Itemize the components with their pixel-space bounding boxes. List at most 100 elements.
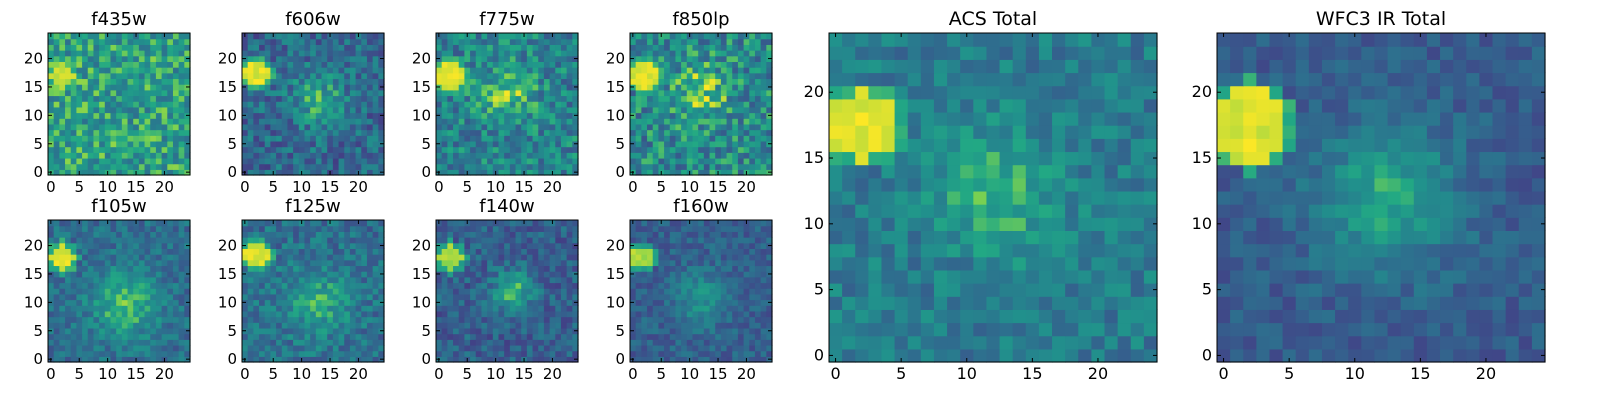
heatmap-cell [321,333,328,340]
heatmap-cell [304,339,311,346]
heatmap-cell [509,89,517,97]
heatmap-cell [150,259,157,267]
heatmap-cell [669,118,677,125]
heatmap-cell [475,293,483,301]
heatmap-cell [82,327,89,335]
heatmap-cell [652,327,659,335]
heatmap-cell [447,327,454,335]
heatmap-cell [287,106,294,114]
heatmap-cell [743,152,750,159]
y-tick-label: 0 [421,350,431,368]
heatmap-cell [82,242,89,249]
heatmap-cell [560,333,568,340]
heatmap-cell [287,118,294,125]
heatmap-cell [366,356,374,363]
heatmap-cell [48,95,55,102]
heatmap-cell [264,163,271,170]
heatmap-cell [458,231,465,238]
heatmap-cell [366,118,374,125]
heatmap-cell [65,271,72,278]
x-tick-label: 15 [320,178,339,196]
heatmap-cell [681,123,688,131]
heatmap-cell [664,322,671,329]
heatmap-cell [155,140,163,148]
heatmap-cell [321,276,328,284]
heatmap-cell [116,248,123,255]
heatmap-cell [116,231,123,238]
heatmap-cell [110,282,117,289]
heatmap-cell [749,327,756,335]
heatmap-cell [504,265,511,272]
heatmap-cell [681,146,688,153]
heatmap-cell [549,72,556,80]
heatmap-cell [110,333,117,340]
heatmap-cell [635,135,642,142]
heatmap-cell [104,333,112,340]
heatmap-cell [327,140,334,148]
heatmap-cell [253,84,260,91]
heatmap-cell [184,135,191,142]
heatmap-cell [447,44,454,51]
heatmap-cell [155,231,163,238]
heatmap-cell [498,259,505,267]
heatmap-cell [504,248,511,255]
heatmap-cell [253,254,260,261]
heatmap-cell [259,140,266,148]
heatmap-cell [760,38,767,45]
heatmap-cell [732,112,739,119]
heatmap-cell [121,67,129,74]
heatmap-cell [127,140,134,148]
heatmap-cell [686,288,694,295]
heatmap-cell [121,248,129,255]
heatmap-cell [549,67,556,74]
heatmap-cell [481,55,488,62]
heatmap-cell [543,118,551,125]
heatmap-cell [361,265,368,272]
heatmap-cell [664,169,671,176]
heatmap-cell [361,254,368,261]
heatmap-cell [59,327,66,335]
heatmap-cell [498,67,505,74]
heatmap-cell [116,101,123,108]
heatmap-cell [447,135,454,142]
heatmap-cell [281,140,289,148]
heatmap-cell [560,146,568,153]
heatmap-cell [281,265,289,272]
heatmap-cell [76,95,83,102]
heatmap-cell [65,72,72,80]
heatmap-cell [310,169,317,176]
heatmap-cell [647,33,654,40]
heatmap-cell [475,106,483,114]
heatmap-cell [458,33,465,40]
heatmap-cell [87,231,95,238]
heatmap-cell [737,123,745,131]
heatmap-cell [281,61,289,68]
heatmap-cell [521,254,528,261]
heatmap-cell [669,61,677,68]
heatmap-cell [464,140,471,148]
heatmap-cell [498,101,505,108]
heatmap-cell [681,50,688,57]
heatmap-cell [133,282,140,289]
heatmap-cell [481,316,488,323]
heatmap-cell [161,44,168,51]
heatmap-cell [99,38,106,45]
heatmap-cell [161,61,168,68]
heatmap-cell [372,293,379,301]
heatmap-cell [475,254,483,261]
heatmap-cell [515,33,522,40]
heatmap-cell [447,50,454,57]
heatmap-cell [521,72,528,80]
heatmap-cell [344,265,351,272]
heatmap-cell [48,163,55,170]
heatmap-cell [749,344,756,352]
heatmap-cell [475,163,483,170]
heatmap-cell [338,333,345,340]
heatmap-cell [487,106,494,114]
heatmap-cell [82,248,89,255]
heatmap-cell [498,299,505,306]
heatmap-cell [76,72,83,80]
heatmap-cell [378,89,385,97]
heatmap-cell [53,356,60,363]
heatmap-cell [276,310,283,318]
